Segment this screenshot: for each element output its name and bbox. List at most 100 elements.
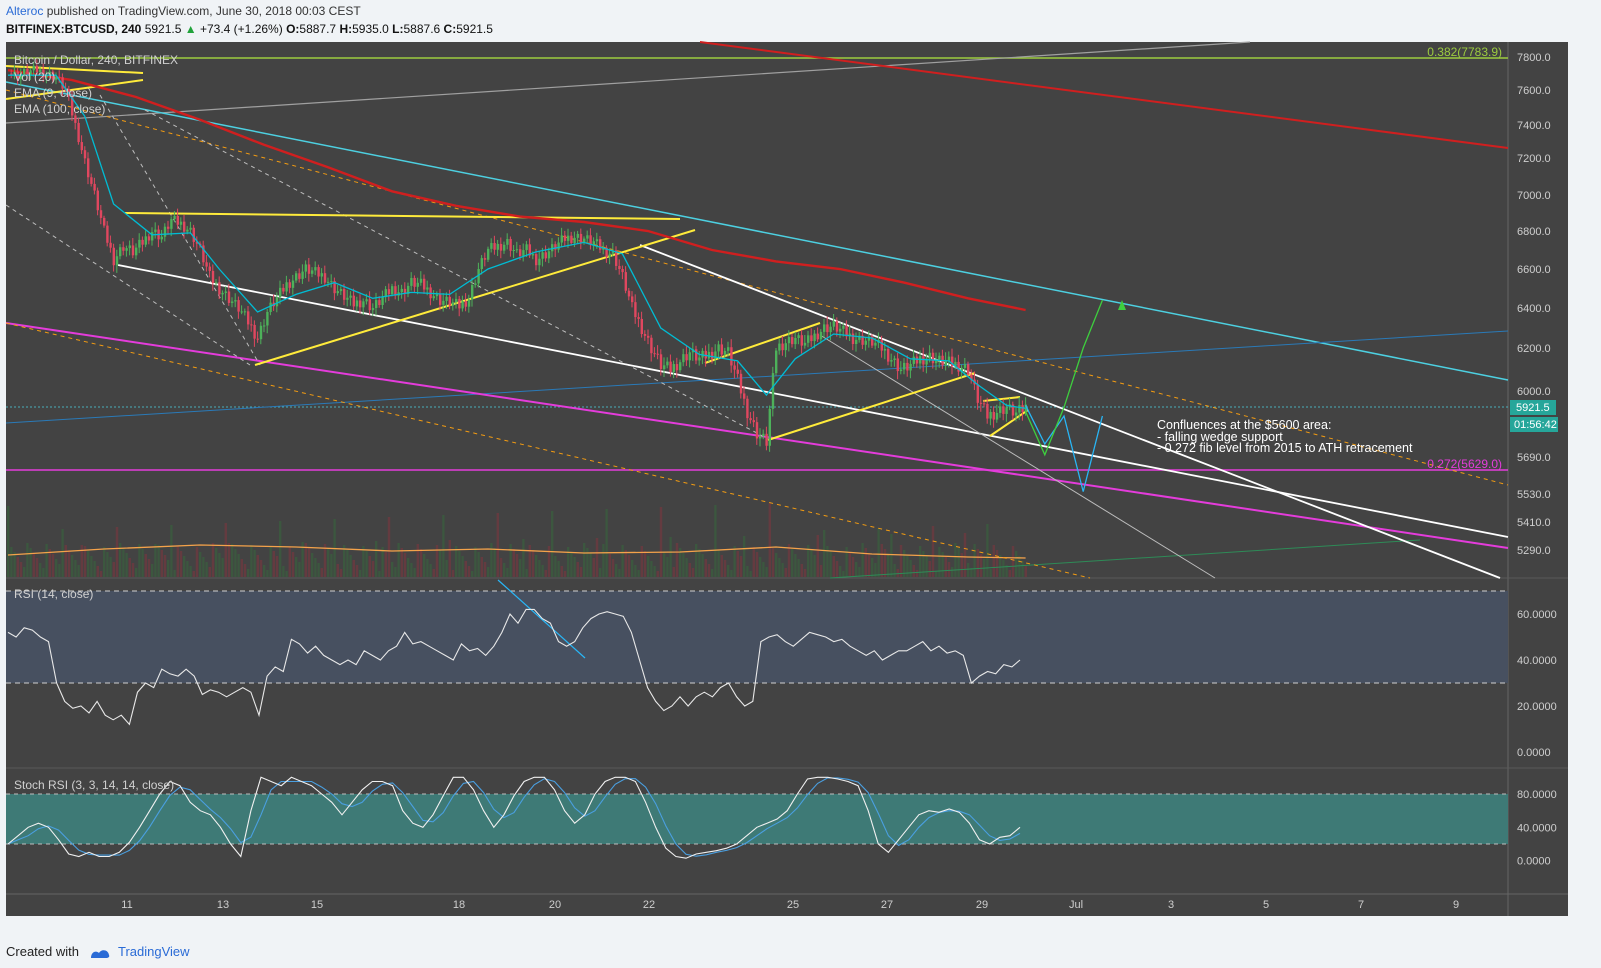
cyan-channel-line	[5, 81, 1509, 381]
author-link[interactable]: Alteroc	[6, 4, 44, 18]
volume-bar	[685, 558, 688, 577]
volume-bar	[989, 569, 992, 577]
price-axis[interactable]: 7800.0 7600.0 7400.0 7200.0 7000.0 6800.0 6600…	[1517, 52, 1551, 557]
candle-body	[944, 361, 947, 366]
candle-body	[637, 317, 640, 319]
volume-bar	[544, 570, 547, 577]
low-value: 5887.6	[403, 22, 441, 36]
candle-body	[989, 411, 992, 419]
candle-body	[224, 291, 227, 293]
volume-bar	[256, 555, 259, 577]
candle-body	[871, 336, 874, 346]
candle-body	[567, 235, 570, 241]
candle-body	[823, 324, 826, 332]
candle-body	[560, 235, 563, 243]
volume-bar	[867, 553, 871, 577]
candle-body	[432, 296, 435, 299]
candle-body	[39, 69, 42, 73]
candle-body	[167, 226, 170, 229]
rsi-tick-label: 20.0000	[1517, 701, 1557, 713]
volume-bar	[455, 546, 458, 577]
volume-bar	[992, 545, 995, 577]
volume-bar	[682, 553, 685, 577]
volume-bar	[512, 549, 515, 577]
stoch-tick-label: 40.0000	[1517, 822, 1557, 834]
volume-bar	[749, 571, 752, 577]
volume-bar	[995, 550, 999, 577]
price-axis-bg	[1508, 42, 1568, 916]
time-axis[interactable]: 11 13 15 18 20 22 25 27 29 Jul 3 5 7 9	[121, 899, 1459, 911]
candle-body	[967, 364, 970, 375]
candle-body	[243, 311, 247, 313]
volume-bar	[624, 550, 627, 577]
volume-bar	[279, 521, 282, 577]
volume-bar	[13, 552, 16, 577]
volume-bar	[899, 545, 903, 577]
candle-body	[61, 77, 64, 89]
volume-bar	[26, 543, 29, 577]
candle-body	[858, 335, 861, 340]
grey-thin-line	[819, 334, 1216, 579]
price-tick-label: 5410.0	[1517, 517, 1551, 529]
candle-body	[138, 239, 141, 248]
volume-bar	[397, 543, 400, 577]
volume-bar	[887, 554, 890, 577]
volume-bar	[506, 568, 509, 577]
candle-body	[839, 328, 842, 332]
candle-body	[90, 177, 93, 184]
candle-body	[883, 349, 887, 351]
candle-body	[403, 288, 407, 294]
candle-body	[765, 433, 768, 446]
yellow-pennant-top	[982, 396, 1021, 402]
candle-body	[963, 364, 967, 368]
candle-body	[829, 326, 832, 333]
volume-bar	[445, 560, 448, 577]
candle-body	[743, 393, 746, 399]
volume-bar	[631, 560, 634, 577]
volume-bar	[407, 558, 410, 577]
candle-body	[327, 281, 330, 283]
candle-body	[535, 254, 538, 266]
candle-body	[285, 282, 288, 292]
candle-body	[80, 142, 83, 151]
candle-body	[144, 236, 147, 245]
candle-body	[1002, 406, 1005, 414]
candle-body	[451, 302, 455, 306]
grey-dashed-3	[144, 109, 771, 441]
volume-bar	[967, 563, 970, 577]
candle-body	[522, 250, 525, 256]
candle-body	[426, 287, 429, 290]
candle-body	[736, 369, 739, 374]
candle-body	[947, 356, 951, 362]
volume-bar	[960, 553, 963, 577]
orange-dashed-lower	[5, 322, 1091, 579]
yellow-channel-line	[254, 229, 696, 366]
candle-body	[861, 335, 864, 345]
candle-body	[835, 321, 839, 332]
candle-body	[154, 229, 157, 233]
volume-bar	[250, 545, 253, 577]
volume-bar	[240, 559, 243, 577]
publish-text: published on TradingView.com, June 30, 2…	[46, 4, 361, 18]
footer-tradingview-link[interactable]: TradingView	[118, 944, 190, 959]
volume-bar	[704, 559, 707, 577]
candle-body	[119, 247, 122, 257]
candle-body	[583, 238, 586, 243]
volume-bar	[519, 559, 522, 577]
volume-bar	[170, 525, 173, 577]
candle-body	[359, 300, 362, 308]
volume-bar	[387, 517, 391, 577]
volume-bar	[99, 571, 103, 577]
legend-ema100: EMA (100, close)	[14, 102, 105, 116]
volume-bar	[880, 544, 883, 577]
volume-bar	[93, 561, 96, 577]
volume-bar	[695, 544, 698, 577]
candle-body	[960, 367, 963, 372]
candle-body	[611, 250, 615, 254]
candle-body	[295, 273, 298, 281]
volume-bar	[160, 550, 163, 577]
volume-bar	[368, 556, 371, 577]
candle-body	[650, 337, 653, 354]
candle-body	[375, 300, 378, 308]
